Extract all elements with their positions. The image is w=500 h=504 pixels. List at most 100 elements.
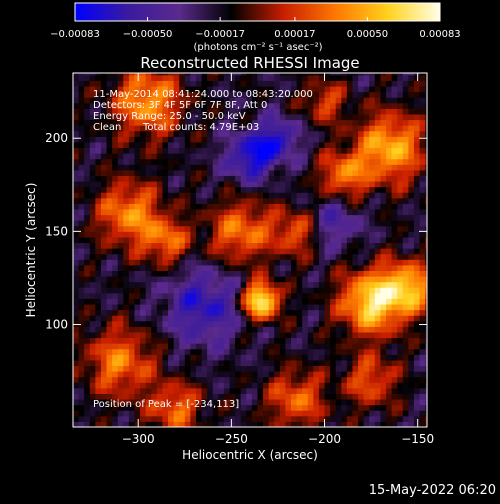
heatmap-cell: [313, 130, 320, 137]
heatmap-cell: [296, 192, 303, 199]
heatmap-cell: [324, 119, 331, 126]
heatmap-cell: [128, 220, 135, 227]
heatmap-cell: [134, 348, 141, 355]
heatmap-cell: [246, 270, 253, 277]
heatmap-cell: [279, 73, 286, 76]
heatmap-cell: [106, 192, 113, 199]
heatmap-cell: [240, 326, 247, 333]
heatmap-cell: [195, 220, 203, 227]
heatmap-cell: [145, 298, 152, 305]
heatmap-cell: [318, 399, 326, 406]
heatmap-cell: [168, 343, 175, 350]
heatmap-cell: [223, 365, 231, 372]
heatmap-cell: [246, 236, 253, 244]
heatmap-cell: [179, 147, 186, 154]
heatmap-cell: [341, 169, 348, 176]
heatmap-cell: [402, 169, 409, 176]
heatmap-cell: [123, 320, 130, 327]
heatmap-cell: [352, 270, 359, 277]
heatmap-cell: [257, 281, 264, 288]
heatmap-cell: [95, 371, 102, 378]
heatmap-cell: [151, 410, 158, 417]
heatmap-cell: [218, 147, 225, 154]
heatmap-cell: [89, 80, 96, 87]
heatmap-cell: [173, 102, 180, 109]
heatmap-cell: [274, 97, 281, 104]
heatmap-cell: [207, 404, 214, 411]
heatmap-cell: [89, 147, 96, 154]
heatmap-cell: [363, 74, 370, 81]
heatmap-cell: [73, 181, 80, 188]
heatmap-cell: [195, 147, 203, 154]
heatmap-cell: [207, 125, 214, 132]
heatmap-cell: [246, 186, 253, 193]
heatmap-cell: [313, 253, 320, 260]
heatmap-cell: [100, 376, 108, 383]
heatmap-cell: [156, 136, 163, 143]
heatmap-cell: [184, 175, 191, 182]
heatmap-cell: [223, 141, 231, 149]
heatmap-cell: [263, 354, 270, 361]
heatmap-cell: [413, 97, 421, 104]
heatmap-cell: [352, 136, 359, 143]
heatmap-cell: [106, 169, 113, 176]
heatmap-cell: [229, 264, 236, 271]
heatmap-cell: [296, 242, 303, 249]
heatmap-cell: [140, 130, 147, 137]
heatmap-cell: [374, 181, 381, 188]
heatmap-cell: [134, 404, 141, 411]
heatmap-cell: [352, 320, 359, 327]
heatmap-cell: [246, 91, 253, 98]
heatmap-cell: [134, 108, 141, 115]
heatmap-cell: [358, 225, 365, 232]
heatmap-cell: [195, 331, 203, 339]
heatmap-cell: [251, 276, 258, 283]
heatmap-cell: [179, 298, 186, 305]
heatmap-cell: [117, 158, 124, 165]
heatmap-cell: [363, 292, 370, 299]
heatmap-cell: [285, 141, 292, 149]
heatmap-cell: [151, 203, 158, 210]
heatmap-cell: [168, 141, 175, 149]
heatmap-cell: [201, 225, 208, 232]
heatmap-cell: [235, 214, 242, 221]
heatmap-cell: [89, 231, 96, 238]
heatmap-cell: [73, 404, 80, 411]
heatmap-cell: [201, 331, 208, 339]
heatmap-cell: [296, 259, 303, 266]
heatmap-cell: [195, 304, 203, 311]
heatmap-cell: [140, 169, 147, 176]
heatmap-cell: [397, 130, 404, 137]
heatmap-cell: [408, 125, 415, 132]
heatmap-cell: [425, 359, 427, 367]
heatmap-cell: [358, 326, 365, 333]
heatmap-cell: [184, 186, 191, 193]
heatmap-cell: [73, 304, 80, 311]
heatmap-cell: [374, 343, 381, 350]
heatmap-cell: [363, 108, 370, 115]
heatmap-cell: [246, 421, 253, 427]
heatmap-cell: [168, 231, 175, 238]
heatmap-cell: [285, 304, 292, 311]
heatmap-cell: [173, 80, 180, 87]
heatmap-cell: [302, 169, 309, 176]
heatmap-cell: [145, 225, 152, 232]
heatmap-cell: [162, 404, 169, 411]
annotation-energy: Energy Range: 25.0 - 50.0 keV: [93, 111, 246, 122]
heatmap-cell: [207, 359, 214, 367]
heatmap-cell: [296, 125, 303, 132]
heatmap-cell: [173, 192, 180, 199]
heatmap-cell: [201, 259, 208, 266]
heatmap-cell: [290, 264, 298, 271]
heatmap-cell: [223, 220, 231, 227]
heatmap-cell: [106, 119, 113, 126]
heatmap-cell: [391, 214, 398, 221]
heatmap-cell: [84, 197, 91, 204]
heatmap-cell: [307, 236, 314, 244]
heatmap-cell: [78, 186, 85, 193]
heatmap-cell: [223, 298, 231, 305]
heatmap-cell: [257, 348, 264, 355]
heatmap-cell: [162, 97, 169, 104]
heatmap-cell: [184, 169, 191, 176]
heatmap-cell: [335, 259, 342, 266]
